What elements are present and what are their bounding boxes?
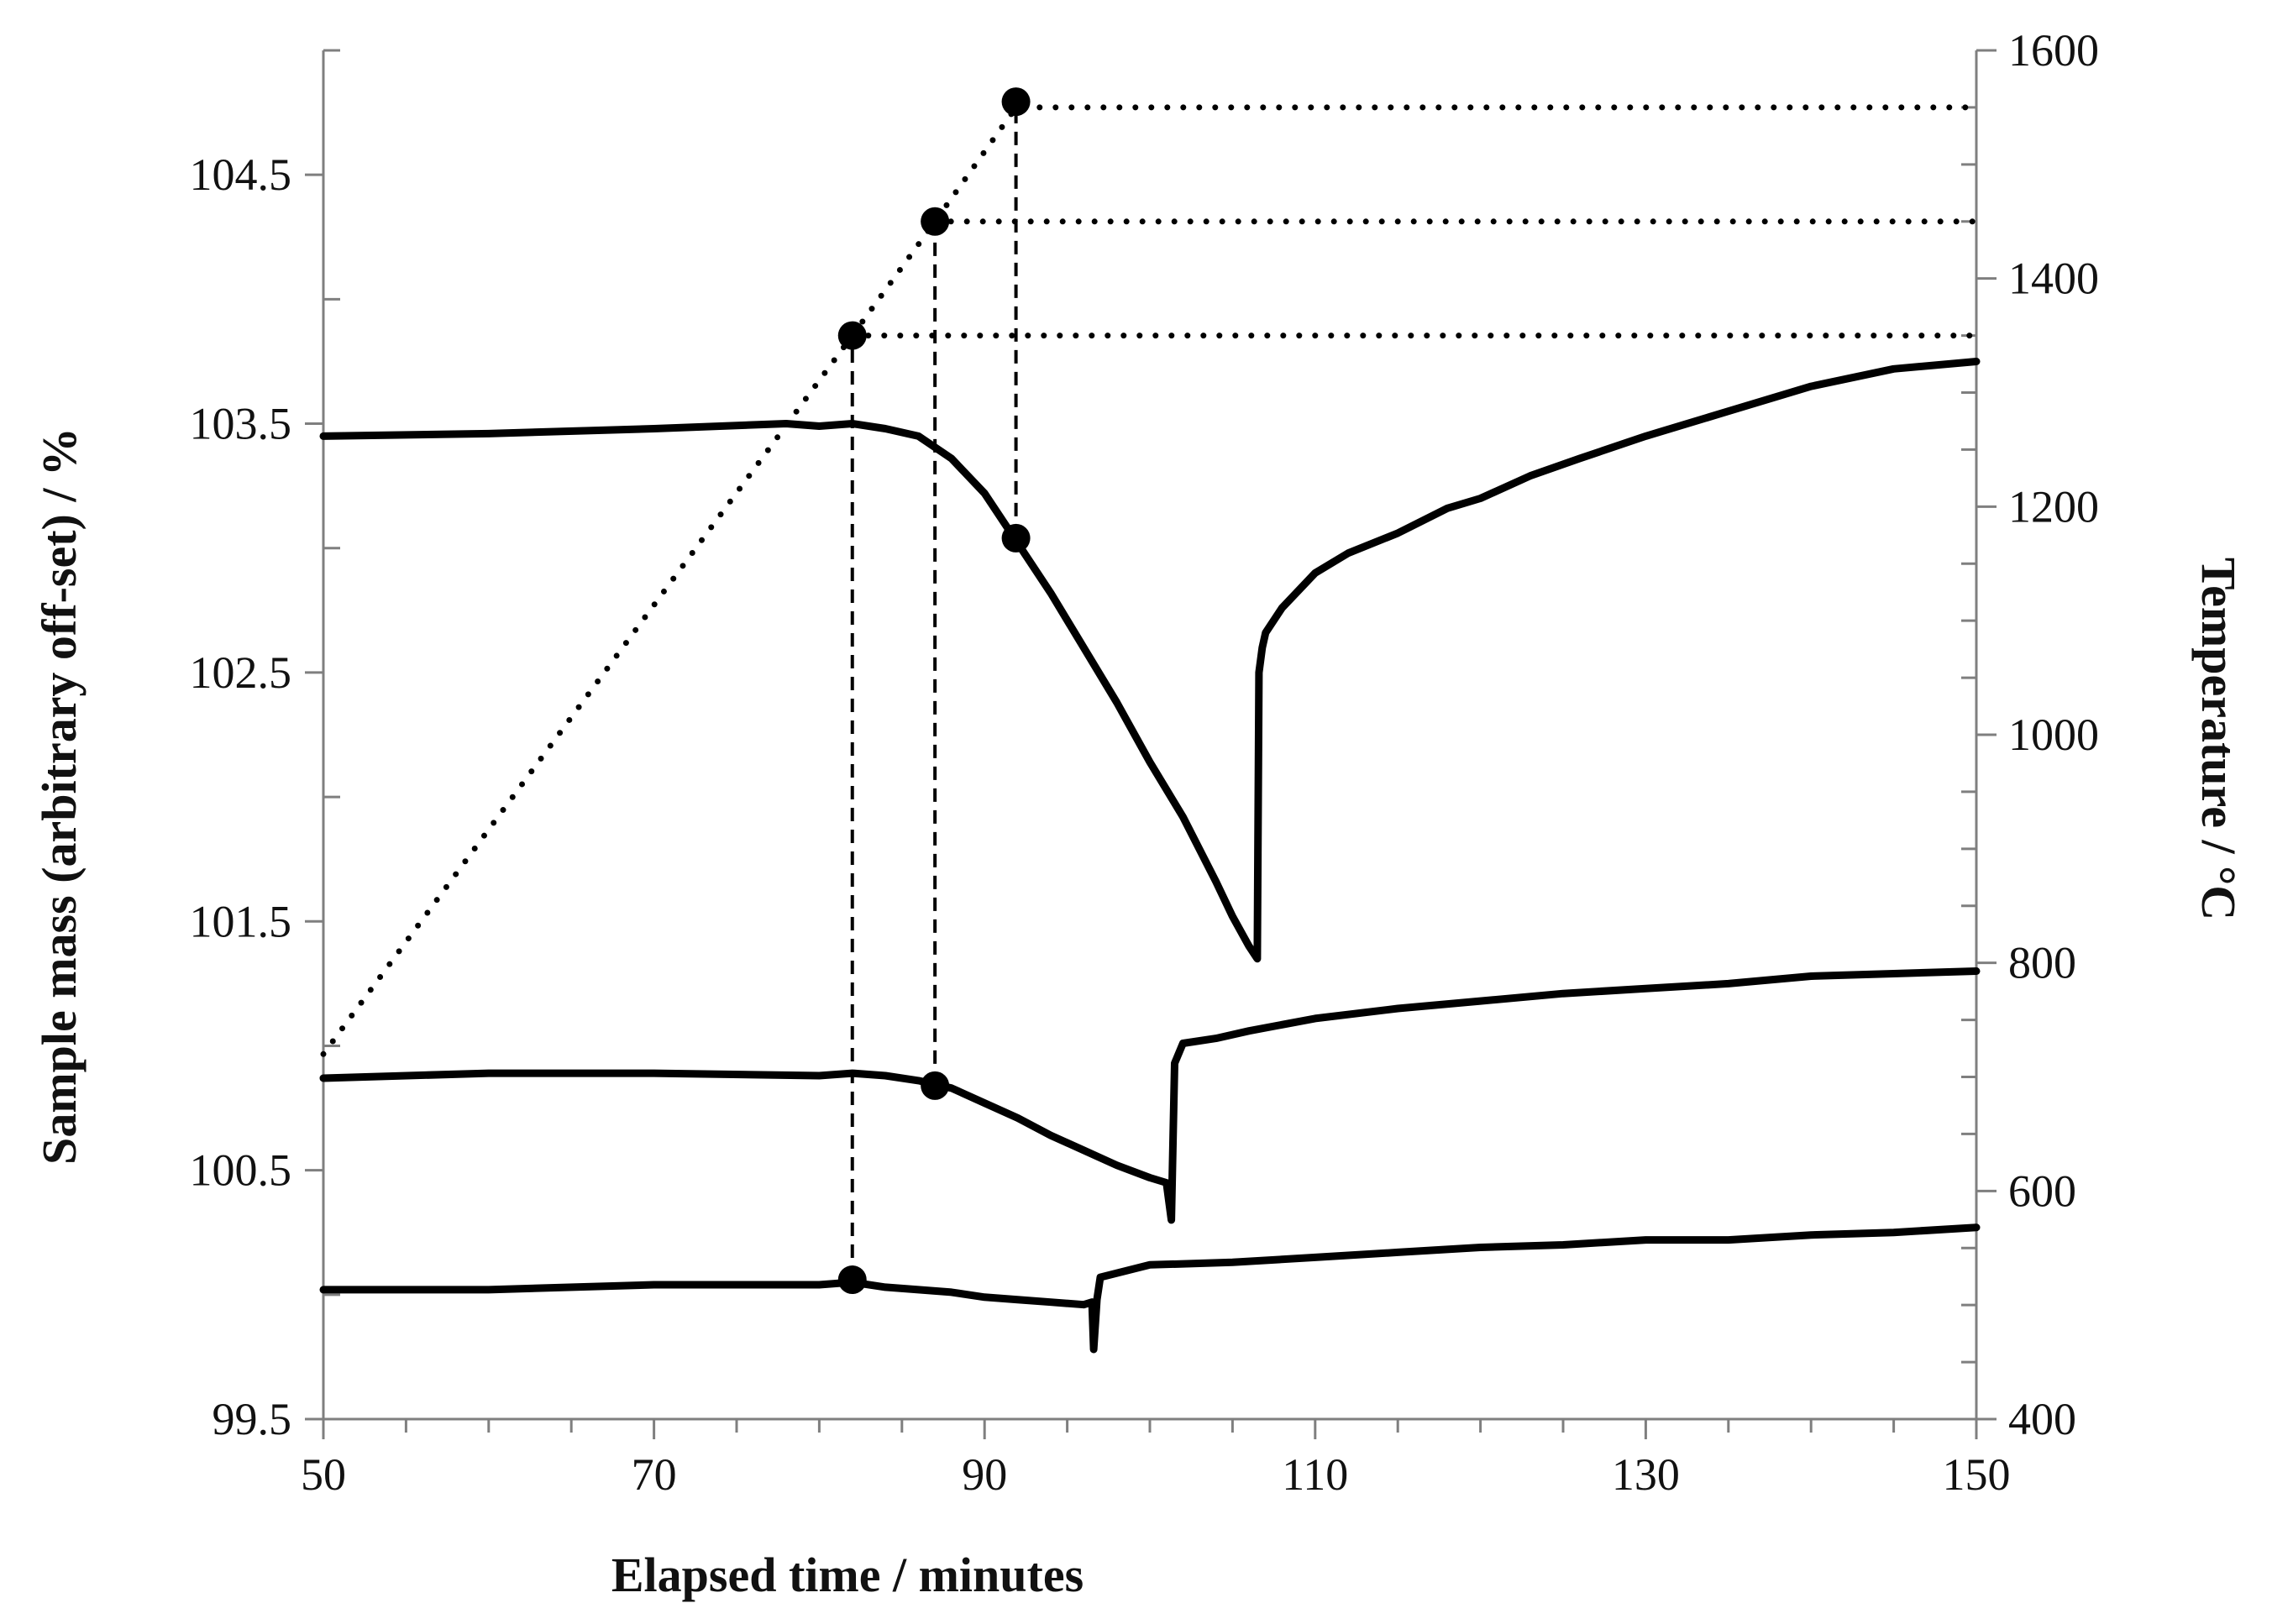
- x-tick-label: 50: [301, 1449, 346, 1500]
- tick-labels: 50 70 90 110 130 150 99.5 100.5 101.5 102.5 103.5 1…: [190, 25, 2100, 1500]
- y2-tick-label: 1400: [2008, 254, 2099, 304]
- x-tick-label: 70: [632, 1449, 677, 1500]
- y2-tick-label: 400: [2008, 1394, 2076, 1444]
- y2-tick-label: 600: [2008, 1166, 2076, 1216]
- mass-line-3: [319, 1223, 1981, 1354]
- marker-point-2: [921, 1071, 950, 1100]
- mass-line-1: [319, 358, 1981, 963]
- mass-line-2: [319, 967, 1981, 1224]
- axes: [305, 49, 1997, 1439]
- marker-point-1: [1001, 523, 1031, 553]
- x-axis-title: Elapsed time / minutes: [611, 1548, 1084, 1602]
- y-tick-label: 100.5: [190, 1145, 292, 1196]
- y2-tick-label: 1600: [2008, 25, 2099, 76]
- y-tick-label: 101.5: [190, 896, 292, 946]
- y2-tick-label: 1200: [2008, 481, 2099, 532]
- marker-point-4: [837, 321, 867, 350]
- x-tick-label: 110: [1282, 1449, 1348, 1500]
- x-tick-label: 150: [1943, 1449, 2011, 1500]
- y-tick-label: 104.5: [190, 149, 292, 200]
- temperature-line-4: [320, 104, 1980, 1057]
- x-tick-label: 130: [1612, 1449, 1680, 1500]
- y2-tick-label: 800: [2008, 938, 2076, 988]
- marker-point-6: [1001, 87, 1031, 117]
- y-tick-label: 103.5: [190, 399, 292, 449]
- y-tick-label: 99.5: [213, 1394, 292, 1444]
- x-tick-label: 90: [962, 1449, 1007, 1500]
- plot-area: [319, 87, 1981, 1354]
- y-tick-label: 102.5: [190, 647, 292, 698]
- y-axis-title: Sample mass (arbitrary off-set) / %: [32, 427, 87, 1165]
- marker-point-5: [921, 207, 950, 236]
- y2-tick-label: 1000: [2008, 710, 2099, 760]
- y2-axis-title: Temperature / °C: [2191, 558, 2246, 920]
- marker-point-3: [837, 1265, 867, 1295]
